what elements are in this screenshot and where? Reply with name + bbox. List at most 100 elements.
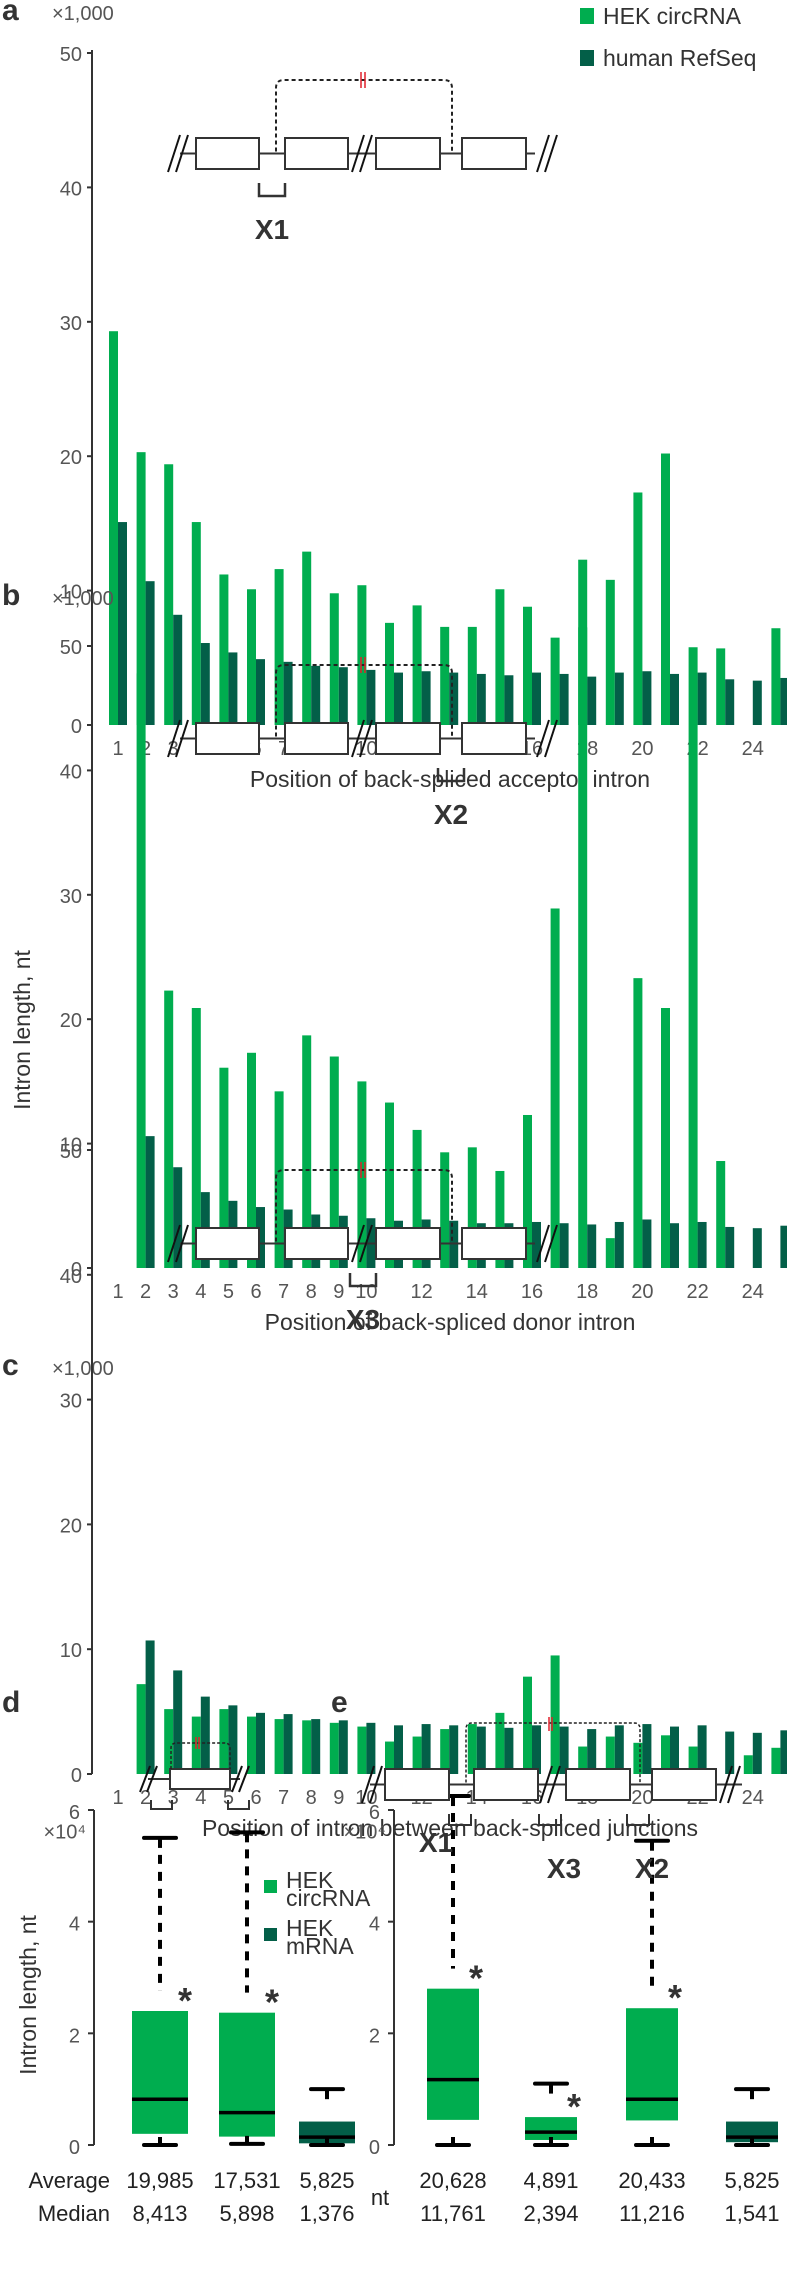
- average-label: Average: [28, 2168, 110, 2193]
- exon-box: [461, 137, 527, 170]
- bar-circrna: [716, 1161, 726, 1268]
- bar-circrna: [302, 1720, 312, 1774]
- diagram-d: [139, 1737, 250, 1810]
- y-tick-label: 2: [369, 2025, 380, 2047]
- svg-text:mRNA: mRNA: [286, 1933, 354, 1959]
- bar-circrna: [247, 1716, 256, 1774]
- bar-refseq: [752, 1732, 762, 1774]
- median-value: 1,541: [724, 2201, 779, 2226]
- x-tick-label: 22: [686, 1281, 708, 1303]
- bar-circrna: [329, 593, 339, 725]
- x-tick-label: 3: [168, 1281, 179, 1303]
- bar-refseq: [421, 1724, 431, 1774]
- panel-label: e: [331, 1686, 348, 1719]
- average-value: 19,985: [126, 2168, 193, 2193]
- bar-refseq: [697, 672, 707, 725]
- break-mark: [139, 1765, 151, 1793]
- panel-label: c: [2, 1349, 19, 1382]
- average-value: 20,433: [618, 2168, 685, 2193]
- diagram-label: X2: [434, 799, 468, 830]
- x-tick-label: 10: [355, 738, 377, 760]
- bar-circrna: [357, 585, 367, 725]
- bar-circrna: [440, 626, 450, 725]
- y-multiplier: ×1,000: [52, 1358, 114, 1380]
- bar-circrna: [302, 1035, 312, 1268]
- bar-refseq: [366, 669, 376, 725]
- bar-circrna: [219, 1709, 229, 1774]
- bar-circrna: [302, 551, 312, 725]
- y-tick-label: 0: [71, 1765, 82, 1787]
- y-tick-label: 50: [60, 1141, 82, 1163]
- bar-circrna: [523, 606, 532, 725]
- bar-refseq: [697, 1725, 707, 1774]
- bar-refseq: [697, 1221, 707, 1268]
- median-value: 1,376: [299, 2201, 354, 2226]
- exon-box: [461, 1227, 527, 1260]
- bar-refseq: [532, 1221, 541, 1268]
- bar-circrna: [661, 1008, 670, 1268]
- bar-refseq: [228, 652, 238, 725]
- x-tick-label: 6: [250, 1787, 261, 1809]
- bar-refseq: [311, 665, 321, 725]
- y-tick-label: 10: [60, 1640, 82, 1662]
- y-tick-label: 40: [60, 178, 82, 200]
- bar-circrna: [771, 1747, 781, 1774]
- x-tick-label: 9: [333, 1787, 344, 1809]
- bar-refseq: [145, 581, 155, 725]
- break-mark: [167, 719, 181, 758]
- bar-circrna: [274, 569, 284, 725]
- exon-box: [375, 722, 441, 755]
- average-value: 4,891: [523, 2168, 578, 2193]
- break-mark: [351, 134, 365, 173]
- bar-circrna: [550, 908, 560, 1268]
- bar-circrna: [467, 626, 477, 725]
- bar-circrna: [467, 1724, 477, 1774]
- bar-refseq: [283, 661, 293, 725]
- bar-refseq: [670, 1223, 679, 1268]
- bracket: [448, 1814, 472, 1826]
- bar-refseq: [118, 522, 127, 725]
- median-value: 2,394: [523, 2201, 578, 2226]
- bar-refseq: [173, 1670, 183, 1774]
- bar-refseq: [642, 1219, 652, 1268]
- legend-swatch: [580, 50, 594, 66]
- bar-refseq: [780, 1225, 787, 1268]
- y-tick-label: 40: [60, 761, 82, 783]
- y-multiplier: ×1,000: [52, 588, 114, 610]
- x-axis-title: Position of back-spliced donor intron: [265, 1309, 636, 1335]
- bar-circrna: [716, 648, 726, 725]
- y-tick-label: 4: [69, 1914, 80, 1936]
- bar-refseq: [532, 1725, 541, 1774]
- bar-circrna: [191, 522, 201, 725]
- x-tick-label: 5: [223, 1787, 234, 1809]
- bar-circrna: [274, 1719, 284, 1774]
- bar-refseq: [200, 643, 210, 725]
- x-tick-label: 1: [112, 1787, 123, 1809]
- bar-refseq: [752, 680, 762, 725]
- break-mark: [536, 1224, 550, 1263]
- break-mark: [167, 134, 181, 173]
- average-value: 17,531: [213, 2168, 280, 2193]
- significance-asterisk: *: [668, 1977, 682, 2018]
- y-tick-label: 0: [369, 2137, 380, 2159]
- x-tick-label: 4: [195, 1787, 206, 1809]
- y-tick-label: 2: [69, 2025, 80, 2047]
- bar-circrna: [523, 1114, 532, 1268]
- bar-refseq: [670, 1726, 679, 1774]
- bar-circrna: [633, 978, 643, 1268]
- bar-refseq: [476, 1726, 486, 1774]
- x-tick-label: 20: [631, 1787, 653, 1809]
- y-tick-label: 20: [60, 1515, 82, 1537]
- bar-circrna: [440, 1152, 450, 1268]
- bar-circrna: [412, 605, 422, 725]
- x-tick-label: 20: [631, 738, 653, 760]
- bar-refseq: [614, 1221, 624, 1268]
- significance-asterisk: *: [265, 1982, 279, 2023]
- bracket: [538, 1814, 562, 1826]
- x-tick-label: 3: [168, 1787, 179, 1809]
- bar-circrna: [136, 452, 146, 725]
- bar-circrna: [633, 1742, 643, 1774]
- y-multiplier: ×10⁴: [43, 1821, 86, 1843]
- panel-d: 0 2 4 6×10⁴ * 19,985 8,413 * 17,531 5,898 5,825 1,3…: [43, 1802, 355, 2226]
- x-tick-label: 2: [140, 1787, 151, 1809]
